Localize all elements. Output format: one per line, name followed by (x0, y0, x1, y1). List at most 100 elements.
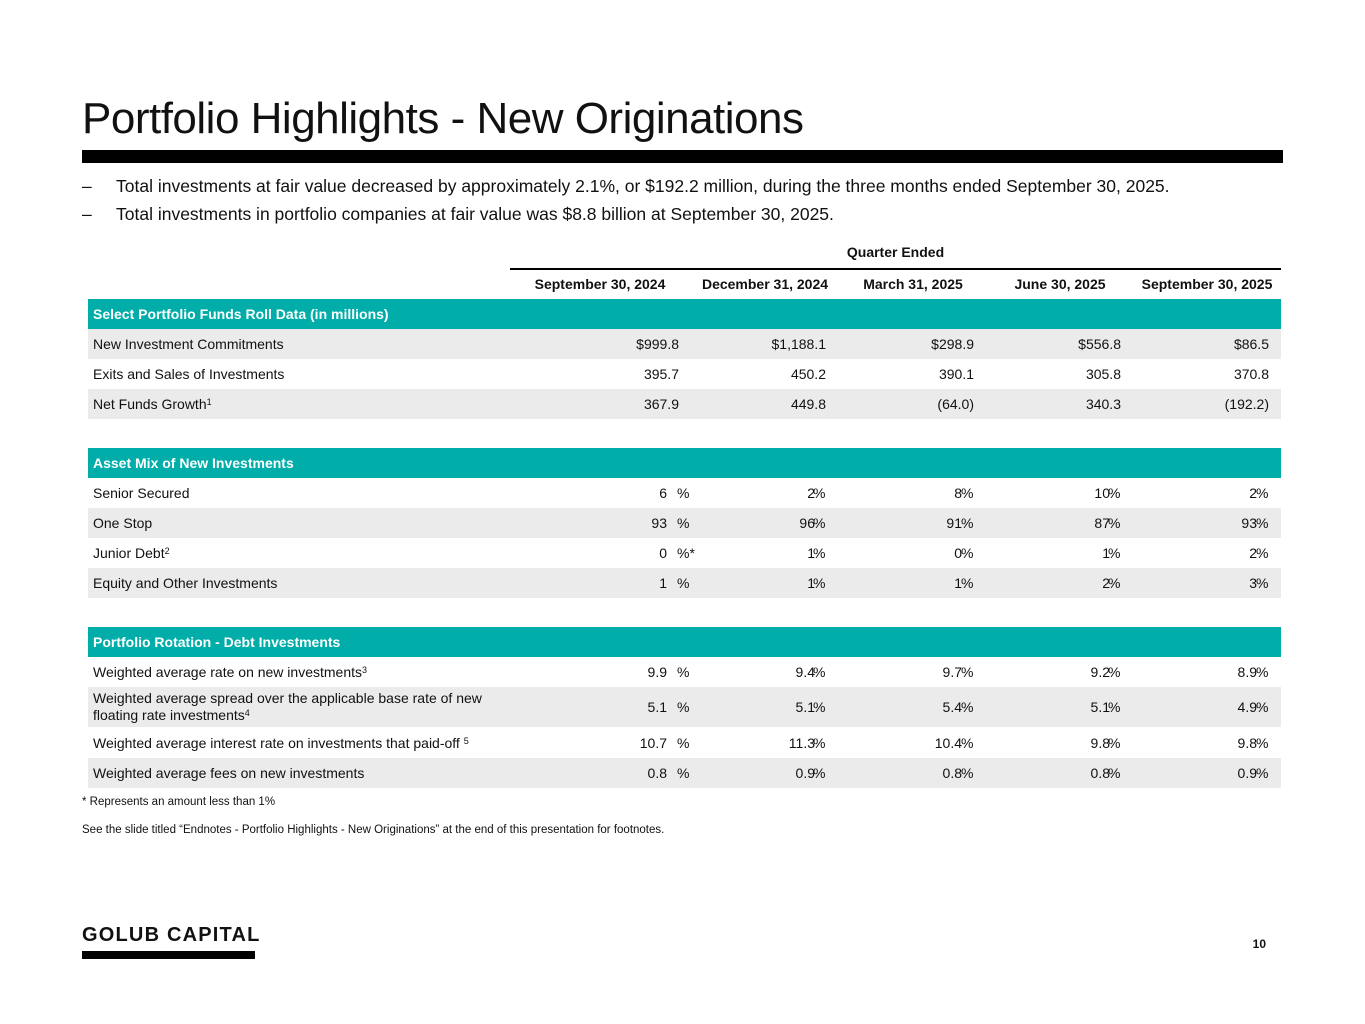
cell-value: 91 (946, 515, 962, 531)
cell-unit: % (961, 485, 974, 501)
row-label-wrap: Net Funds Growth1 (93, 396, 212, 413)
cell-unit: % (1108, 664, 1121, 680)
section-title: Asset Mix of New Investments (93, 454, 294, 471)
bullet-item: – Total investments in portfolio compani… (82, 200, 1283, 228)
cell-unit: % (961, 699, 974, 715)
cell-value: 87 (1094, 515, 1110, 531)
table-row: New Investment Commitments $999.8 $1,188.1… (88, 329, 1281, 359)
table-row: Weighted average interest rate on invest… (88, 728, 1281, 758)
cell-unit: % (961, 545, 974, 561)
bullet-marker: – (82, 175, 92, 196)
footnote-asterisk: * Represents an amount less than 1% (82, 796, 276, 808)
quarter-ended-header: Quarter Ended (846, 244, 945, 260)
row-label-text: One Stop (93, 514, 153, 531)
row-label-wrap: Junior Debt2 (93, 545, 170, 562)
cell-value: 9.7 (942, 664, 962, 680)
cell-value: 10.7 (639, 735, 667, 751)
cell-value: 0 (659, 545, 667, 561)
cell-unit: % (677, 735, 690, 751)
cell-value: 5.1 (1090, 699, 1110, 715)
cell-value: 390.1 (938, 366, 974, 382)
cell-value: 9.9 (647, 664, 667, 680)
table-row: Senior Secured 6% 2% 8% 10% 2% (88, 478, 1281, 508)
cell-value: $1,188.1 (771, 336, 827, 352)
cell-value: $556.8 (1078, 336, 1121, 352)
cell-unit: % (1256, 765, 1269, 781)
bullet-marker: – (82, 203, 92, 224)
bullet-text: Total investments in portfolio companies… (116, 203, 834, 224)
cell-value: 305.8 (1085, 366, 1121, 382)
cell-value: 370.8 (1233, 366, 1269, 382)
cell-unit: % (1108, 485, 1121, 501)
cell-value: 449.8 (790, 396, 826, 412)
row-label: Weighted average interest rate on invest… (93, 728, 503, 758)
column-header: September 30, 2024 (534, 276, 666, 292)
table-row: One Stop 93% 96% 91% 87% 93% (88, 508, 1281, 538)
row-label-wrap: Weighted average spread over the applica… (93, 690, 503, 724)
cell-value: 9.2 (1090, 664, 1110, 680)
row-label-text: Weighted average fees on new investments (93, 764, 365, 781)
cell-value: 4.9 (1237, 699, 1257, 715)
footnote-ref: 2 (164, 545, 170, 556)
row-label: Net Funds Growth1 (93, 389, 503, 419)
cell-value: 0.9 (1237, 765, 1257, 781)
table-row: Net Funds Growth1 367.9 449.8 (64.0) 340.3 (1… (88, 389, 1281, 419)
cell-unit: % (961, 664, 974, 680)
cell-value: 0 (954, 545, 962, 561)
row-label-text: Weighted average rate on new investments (93, 663, 363, 680)
row-label-wrap: Weighted average rate on new investments… (93, 664, 367, 681)
row-label-wrap: Exits and Sales of Investments (93, 366, 284, 383)
column-header: March 31, 2025 (863, 276, 963, 292)
section-title: Portfolio Rotation - Debt Investments (93, 633, 341, 650)
column-header: June 30, 2025 (1014, 276, 1106, 292)
cell-unit: % (677, 765, 690, 781)
table-row: Weighted average fees on new investments… (88, 758, 1281, 788)
row-label: Exits and Sales of Investments (93, 359, 503, 389)
cell-value: 9.8 (1237, 735, 1257, 751)
cell-value: 11.3 (788, 735, 815, 751)
bullet-item: – Total investments at fair value decrea… (82, 172, 1283, 200)
cell-value: 450.2 (790, 366, 826, 382)
cell-unit: % (1256, 545, 1269, 561)
cell-unit: % (813, 485, 826, 501)
cell-unit: % (1108, 545, 1121, 561)
table-row: Weighted average spread over the applica… (88, 687, 1281, 727)
section-header: Portfolio Rotation - Debt Investments (88, 627, 1281, 657)
cell-value: $298.9 (931, 336, 974, 352)
row-label-cell (88, 508, 510, 538)
cell-value: 1 (1102, 545, 1110, 561)
row-label-text: Junior Debt (93, 544, 165, 561)
page-number: 10 (1252, 937, 1266, 951)
cell-value: 9.4 (795, 664, 815, 680)
cell-value: 0.8 (942, 765, 962, 781)
cell-value: 5.1 (647, 699, 667, 715)
cell-unit: % (1256, 699, 1269, 715)
cell-unit: % (813, 735, 826, 751)
cell-unit: % (677, 485, 690, 501)
cell-value: 1 (807, 575, 815, 591)
row-label-wrap: Equity and Other Investments (93, 575, 277, 592)
cell-value: 1 (659, 575, 667, 591)
cell-unit: % (677, 515, 690, 531)
row-label: Weighted average rate on new investments… (93, 657, 503, 687)
row-label-text: Senior Secured (93, 484, 190, 501)
cell-unit: % (1256, 664, 1269, 680)
cell-unit: % (813, 699, 826, 715)
cell-unit: % (813, 575, 826, 591)
row-label: Weighted average fees on new investments (93, 758, 503, 788)
row-label: New Investment Commitments (93, 329, 503, 359)
cell-value: 6 (659, 485, 667, 501)
footnote-ref: 1 (206, 396, 212, 407)
cell-value: 0.9 (795, 765, 815, 781)
row-label: Weighted average spread over the applica… (93, 687, 503, 727)
cell-unit: % (677, 699, 690, 715)
footnote-endnotes: See the slide titled “Endnotes - Portfol… (82, 824, 665, 836)
cell-unit: % (813, 545, 826, 561)
row-label-wrap: Weighted average interest rate on invest… (93, 735, 469, 752)
cell-unit: % (1108, 765, 1121, 781)
row-label-text: Net Funds Growth (93, 395, 207, 412)
table-row: Exits and Sales of Investments 395.7 450.2… (88, 359, 1281, 389)
page-title: Portfolio Highlights - New Originations (82, 94, 804, 143)
cell-unit: % (813, 765, 826, 781)
row-label-wrap: Senior Secured (93, 485, 190, 502)
